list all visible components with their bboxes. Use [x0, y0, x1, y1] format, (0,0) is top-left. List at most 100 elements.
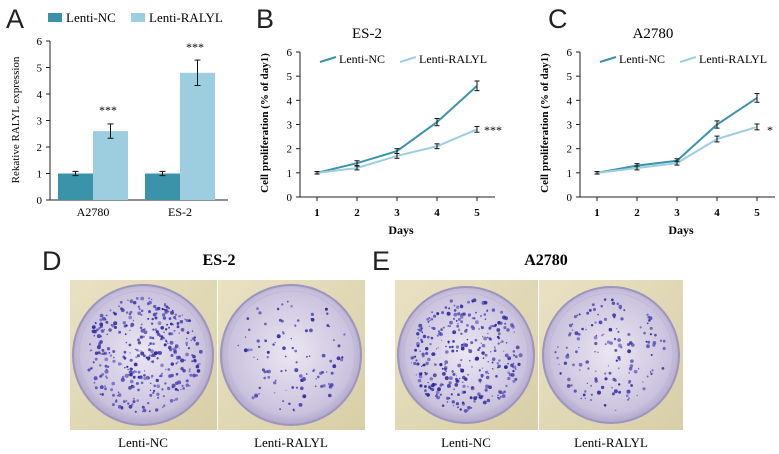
colony-dot	[105, 376, 109, 380]
colony-dot	[449, 325, 451, 328]
colony-dot	[161, 307, 164, 311]
colony-dot	[321, 353, 326, 358]
colony-dot	[496, 328, 501, 332]
colony-dot	[444, 360, 449, 365]
colony-dot	[182, 387, 184, 389]
colony-dot	[606, 340, 611, 344]
colony-dot	[609, 341, 613, 345]
colony-dot	[442, 326, 445, 329]
colony-dot	[117, 391, 120, 394]
colony-dot	[332, 364, 337, 369]
colony-dot	[627, 332, 631, 337]
colony-dot	[125, 399, 128, 402]
colony-dot	[604, 377, 608, 381]
colony-dot	[149, 382, 152, 385]
dish-d-ralyl	[220, 284, 362, 426]
colony-dot	[131, 403, 134, 406]
colony-dot	[488, 337, 492, 340]
colony-dot	[99, 375, 102, 378]
colony-dot	[598, 320, 603, 325]
y-tick-label: 4	[567, 95, 573, 107]
colony-dot	[94, 322, 97, 324]
colony-dot	[575, 350, 578, 354]
colony-dot	[165, 328, 168, 331]
colony-dot	[480, 326, 484, 330]
colony-dot	[485, 375, 490, 380]
colony-dot	[188, 384, 191, 387]
colony-dot	[601, 334, 603, 337]
colony-dot	[273, 381, 277, 385]
colony-dot	[288, 402, 291, 406]
colony-dot	[185, 341, 189, 345]
colony-dot	[470, 325, 474, 329]
colony-dot	[585, 328, 587, 331]
series-line	[316, 85, 478, 174]
colony-dot	[500, 310, 504, 314]
colony-dot	[460, 332, 463, 335]
colony-dot	[578, 362, 583, 367]
colony-dot	[418, 323, 423, 328]
colony-dot	[481, 300, 486, 305]
x-tick-label: 1	[594, 207, 600, 219]
colony-dot	[424, 371, 427, 374]
colony-dot	[628, 382, 631, 384]
colony-dot	[585, 360, 589, 364]
colony-dot	[617, 367, 620, 370]
plate-label-e-ralyl: Lenti-RALYL	[574, 435, 648, 450]
legend-swatch-ralyl	[679, 56, 697, 63]
colony-dot	[453, 304, 456, 307]
colony-dot	[491, 395, 494, 397]
x-tick-label: 5	[754, 207, 760, 219]
colony-dot	[135, 356, 138, 359]
panel-a-chart: A Lenti-NC Lenti-RALYL Rekative RALYL ex…	[6, 4, 228, 219]
colony-dot	[491, 361, 494, 364]
colony-dot	[588, 309, 592, 312]
colony-dot	[425, 347, 429, 351]
colony-dot	[155, 330, 159, 334]
colony-dot	[285, 389, 287, 391]
colony-dot	[87, 368, 91, 372]
colony-dot	[488, 385, 492, 389]
colony-dot	[157, 306, 161, 311]
colony-dot	[448, 381, 452, 385]
colony-dot	[282, 332, 285, 335]
colony-dot	[614, 349, 618, 352]
colony-dot	[473, 317, 476, 320]
colony-dot	[243, 348, 248, 353]
colony-dot	[124, 333, 127, 336]
colony-dot	[467, 406, 471, 410]
colony-dot	[478, 395, 483, 400]
colony-dot	[256, 358, 259, 361]
colony-dot	[416, 332, 420, 336]
colony-dot	[654, 333, 657, 337]
colony-dot	[436, 395, 440, 400]
colony-dot	[554, 351, 557, 354]
colony-dot	[603, 298, 607, 301]
colony-dot	[504, 365, 508, 369]
colony-dot	[455, 377, 458, 381]
colony-dot	[136, 354, 140, 358]
colony-dot	[294, 324, 297, 327]
colony-dot	[99, 393, 102, 395]
colony-dot	[343, 333, 346, 336]
colony-dot	[461, 401, 465, 404]
colony-dot	[298, 403, 303, 407]
colony-dot	[480, 315, 482, 317]
colony-dot	[507, 356, 512, 361]
colony-dot	[481, 351, 485, 355]
colony-dot	[148, 300, 152, 305]
colony-dot	[410, 356, 414, 360]
colony-dot	[649, 371, 652, 373]
colony-dot	[426, 317, 429, 321]
colony-dot	[619, 307, 622, 310]
colony-dot	[185, 319, 189, 322]
colony-dot	[497, 342, 500, 345]
colony-dots	[410, 298, 523, 413]
colony-dot	[503, 326, 507, 330]
colony-dot	[122, 400, 126, 403]
colony-dot	[125, 341, 128, 344]
colony-dot	[497, 332, 501, 336]
colony-dot	[559, 372, 562, 375]
colony-dot	[566, 384, 571, 388]
